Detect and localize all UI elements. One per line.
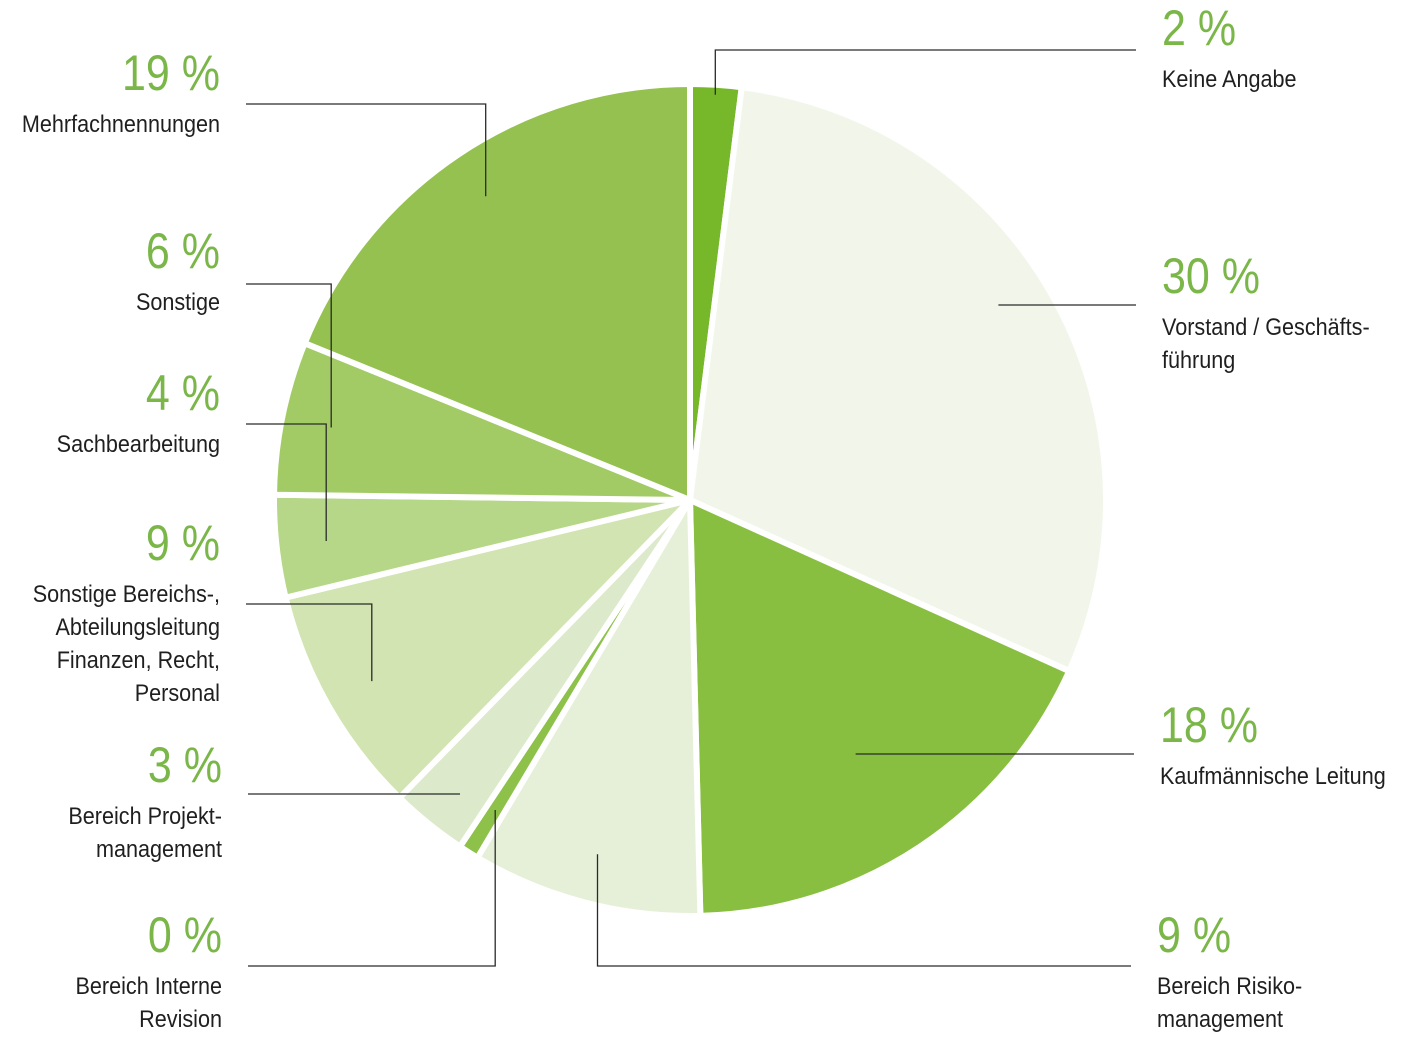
leader-line <box>248 810 496 967</box>
pie-slice <box>474 497 704 919</box>
leader-line <box>246 603 373 682</box>
slice-category-label: Bereich Interne <box>76 972 222 999</box>
slice-value-label: 9 % <box>1157 907 1231 963</box>
leader-line <box>246 423 327 541</box>
slice-category-label: führung <box>1162 346 1235 373</box>
leader-line <box>246 283 332 428</box>
slice-category-label: Sonstige Bereichs-, <box>33 580 220 607</box>
slice-category-label: Bereich Projekt- <box>68 802 222 829</box>
leader-line <box>714 49 1136 95</box>
leader-line <box>596 854 1131 967</box>
slice-category-label: Finanzen, Recht, <box>57 646 220 673</box>
slice-value-label: 19 % <box>122 45 220 101</box>
leader-line <box>246 103 487 197</box>
slice-value-label: 30 % <box>1162 248 1260 304</box>
slice-category-label: Sonstige <box>136 288 220 315</box>
slice-category-label: Abteilungsleitung <box>55 613 220 640</box>
slice-category-label: Mehrfachnennungen <box>22 110 220 137</box>
slice-category-label: Bereich Risiko- <box>1157 972 1302 999</box>
slice-labels: 2 % Keine Angabe 30 % Vorstand / Geschäfts-… <box>22 0 1386 1032</box>
slice-value-label: 4 % <box>146 365 220 421</box>
slice-category-label: Personal <box>135 679 220 706</box>
slice-value-label: 0 % <box>148 907 222 963</box>
pie-slice <box>687 84 1109 675</box>
pie-slices <box>271 81 1109 919</box>
slice-value-label: 18 % <box>1160 697 1258 753</box>
pie-slice <box>687 497 1073 919</box>
slice-value-label: 3 % <box>148 737 222 793</box>
slice-category-label: management <box>1157 1005 1284 1032</box>
slice-value-label: 2 % <box>1162 0 1236 56</box>
slice-category-label: Revision <box>139 1005 222 1032</box>
slice-category-label: Sachbearbeitung <box>57 430 220 457</box>
slice-category-label: Keine Angabe <box>1162 65 1297 92</box>
slice-category-label: Vorstand / Geschäfts- <box>1162 313 1370 340</box>
slice-category-label: management <box>96 835 223 862</box>
slice-category-label: Kaufmännische Leitung <box>1160 762 1386 789</box>
leader-lines <box>246 49 1136 967</box>
slice-value-label: 9 % <box>146 515 220 571</box>
slice-value-label: 6 % <box>146 223 220 279</box>
